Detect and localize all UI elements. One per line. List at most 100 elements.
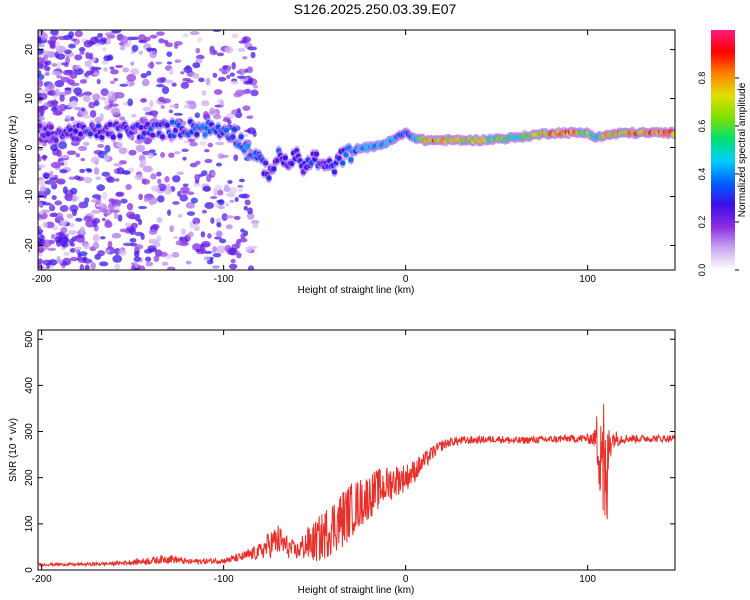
spectrogram-blob <box>142 115 148 119</box>
y-tick-label: 400 <box>24 377 35 394</box>
spectrogram-blob <box>66 213 74 219</box>
spectrogram-blob <box>61 242 69 248</box>
spectrogram-blob <box>119 228 129 233</box>
spectrogram-blob <box>228 263 238 270</box>
spectrogram-frame <box>37 29 676 271</box>
spectrogram-blob <box>38 44 46 48</box>
spectrogram-blob <box>246 115 254 120</box>
spectrogram-ridge-core <box>271 166 277 172</box>
spectrogram-blob <box>201 90 207 96</box>
spectrogram-blob <box>210 171 216 177</box>
spectrogram-blob <box>222 65 228 69</box>
spectrogram-blob <box>156 31 165 36</box>
spectrogram-blob <box>119 35 129 44</box>
spectrogram-blob <box>51 71 62 76</box>
spectrogram-blob <box>78 46 86 53</box>
spectrogram-blob <box>83 40 93 48</box>
spectrogram-blob <box>138 50 144 55</box>
spectrogram-blob <box>66 150 77 156</box>
spectrogram-blob <box>173 235 179 240</box>
spectrogram-blob <box>104 32 115 37</box>
spectrogram-ridge-core <box>38 123 43 129</box>
spectrogram-blob <box>122 242 133 247</box>
spectrogram-blob <box>59 204 69 213</box>
spectrogram-blob <box>91 217 101 224</box>
spectrogram-blob <box>42 239 52 248</box>
spectrogram-blob <box>187 138 196 143</box>
spectrogram-blob <box>52 99 58 108</box>
spectrogram-blob <box>104 98 109 106</box>
spectrogram-blob <box>129 214 137 220</box>
spectrogram-blob <box>58 141 68 150</box>
spectrogram-blob <box>185 260 192 265</box>
spectrogram-blob <box>229 199 235 203</box>
spectrogram-blob <box>72 65 80 70</box>
spectrogram-blob <box>216 162 222 167</box>
spectrogram-blob <box>71 100 78 107</box>
colorbar-tick-label: 0.0 <box>697 264 707 277</box>
spectrogram-blob <box>181 148 189 153</box>
spectrogram-blob <box>43 66 51 71</box>
spectrogram-x-ticks: -200 -100 0 100 <box>32 30 596 285</box>
spectrogram-blob <box>122 67 130 73</box>
spectrogram-blob <box>83 141 90 146</box>
spectrogram-blob <box>68 176 76 180</box>
spectrogram-blob <box>109 66 115 70</box>
spectrogram-blob <box>86 168 93 173</box>
spectrogram-blob <box>213 89 223 95</box>
spectrogram-blob <box>75 217 83 222</box>
spectrogram-blob <box>147 245 157 252</box>
spectrogram-blob <box>227 180 233 184</box>
snr-y-label: SNR (10 * v/v) <box>8 418 19 482</box>
spectrogram-blob <box>58 104 64 110</box>
spectrogram-blob <box>59 219 68 227</box>
spectrogram-blob <box>84 264 90 270</box>
spectrogram-blob <box>73 87 83 95</box>
spectrogram-blob <box>131 44 139 52</box>
spectrogram-blob <box>97 32 103 38</box>
spectrogram-blob <box>74 54 83 61</box>
snr-x-label: Height of straight line (km) <box>298 585 415 596</box>
spectrogram-blob <box>131 36 139 41</box>
spectrogram-blob <box>204 148 210 153</box>
spectrogram-blob <box>38 116 46 121</box>
snr-plot-area <box>38 330 675 570</box>
spectrogram-blob <box>102 47 107 52</box>
spectrogram-blob <box>156 171 162 177</box>
spectrogram-blob <box>168 68 174 76</box>
snr-x-ticks: -200 -100 0 100 <box>32 330 596 585</box>
spectrogram-blob <box>185 201 196 209</box>
spectrogram-blob <box>59 169 68 174</box>
spectrogram-blob <box>103 55 112 62</box>
spectrogram-blob <box>140 72 148 79</box>
spectrogram-blob <box>96 184 106 192</box>
spectrogram-blob <box>110 107 120 116</box>
spectrogram-blob <box>207 233 212 239</box>
spectrogram-blob <box>97 250 106 257</box>
spectrogram-blob <box>89 109 97 118</box>
spectrogram-blob <box>252 222 259 229</box>
spectrogram-blob <box>202 185 212 192</box>
spectrogram-blob <box>204 250 213 254</box>
spectrogram-blob <box>69 116 75 122</box>
spectrogram-blob <box>91 209 98 214</box>
spectrogram-blob <box>104 144 111 153</box>
spectrogram-blob <box>38 197 41 203</box>
spectrogram-blob <box>195 248 201 253</box>
spectrogram-blob <box>148 201 155 206</box>
spectrogram-blob <box>180 228 186 236</box>
spectrogram-blob <box>56 178 66 185</box>
spectrogram-blob <box>179 194 189 202</box>
spectrogram-blob <box>57 92 67 97</box>
spectrogram-blob <box>99 37 107 42</box>
spectrogram-blob <box>195 47 201 54</box>
spectrogram-blob <box>243 230 249 237</box>
spectrogram-blob <box>51 63 58 67</box>
spectrogram-blob <box>42 154 47 161</box>
spectrogram-blob <box>238 68 246 76</box>
spectrogram-blob <box>113 77 119 82</box>
spectrogram-blob <box>90 66 95 74</box>
spectrogram-blob <box>217 189 224 196</box>
spectrogram-blob <box>104 249 111 254</box>
